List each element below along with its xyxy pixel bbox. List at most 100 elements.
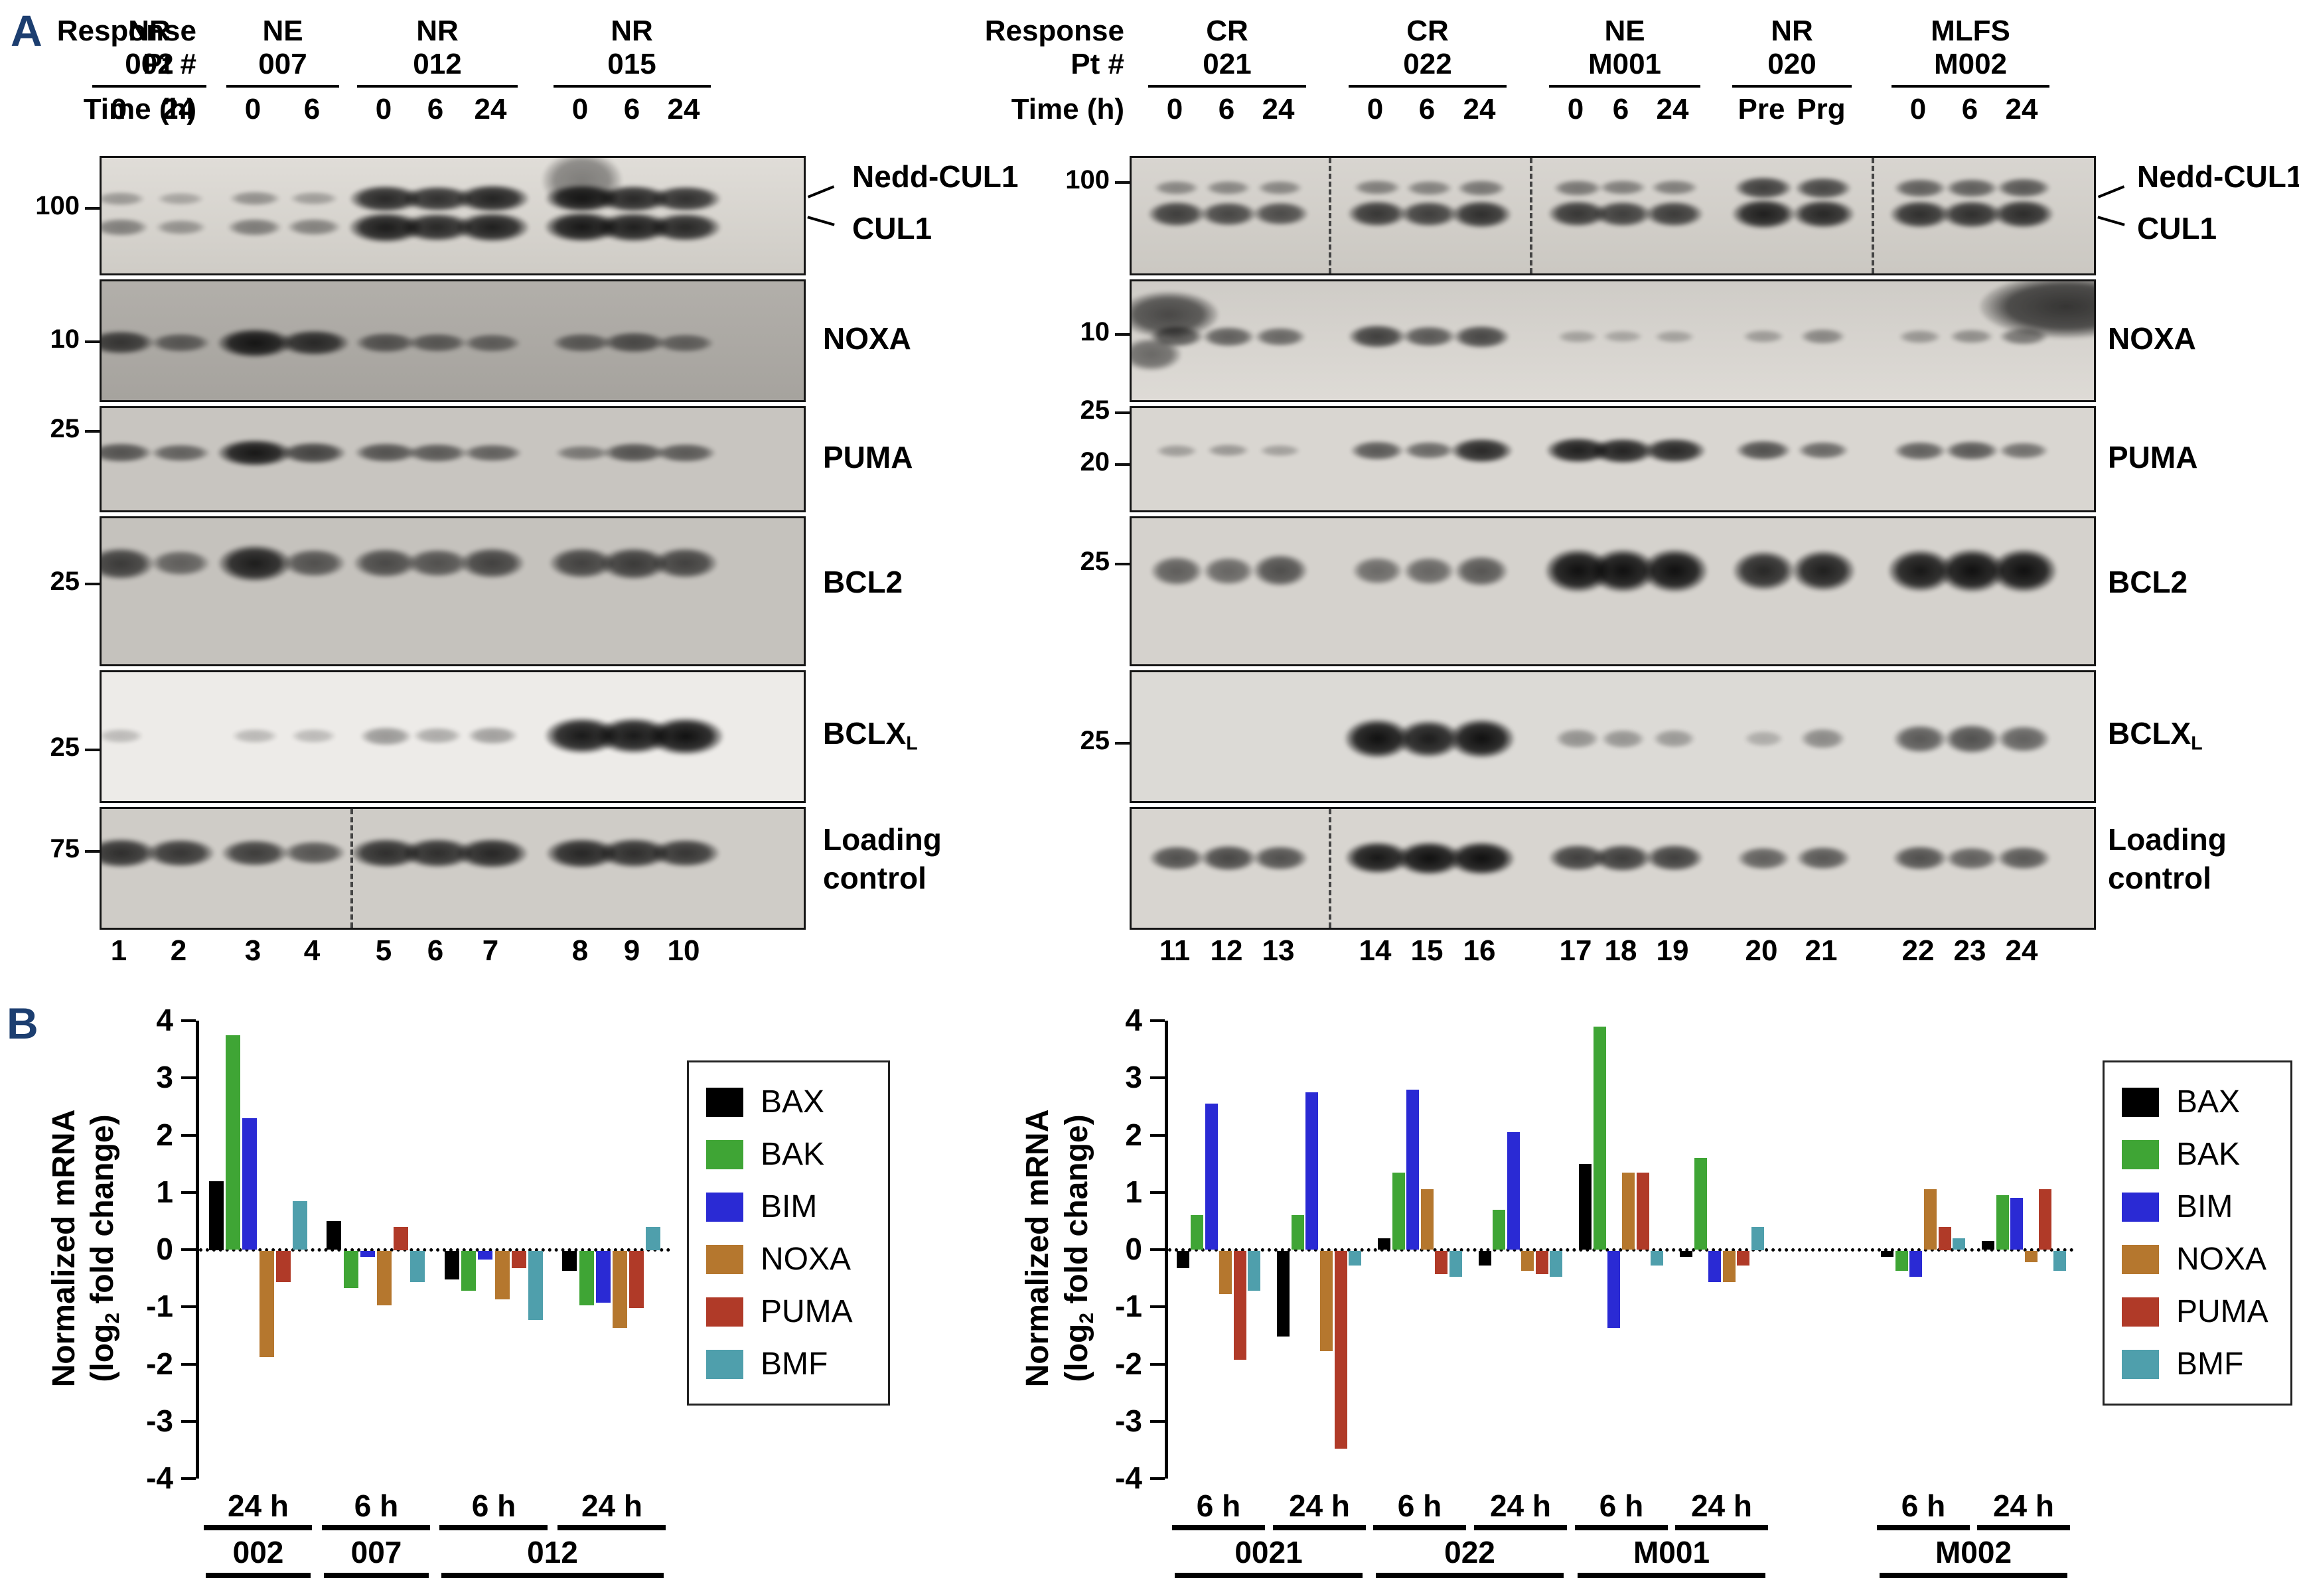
group-underline bbox=[1549, 85, 1700, 88]
bar-bak bbox=[1694, 1158, 1707, 1250]
y-axis-tick-label: 2 bbox=[1125, 1118, 1142, 1152]
response-value: NR bbox=[416, 15, 459, 47]
lane-number: 24 bbox=[2005, 934, 2038, 967]
y-axis-tick-label: 2 bbox=[156, 1118, 173, 1152]
time-value: 0 bbox=[1567, 93, 1584, 125]
bar-bak bbox=[344, 1251, 358, 1288]
group-underline bbox=[1148, 85, 1306, 88]
lane-number: 10 bbox=[667, 934, 700, 967]
mw-tick bbox=[1115, 411, 1130, 414]
time-group-bar bbox=[557, 1525, 666, 1530]
legend-item: BAK bbox=[706, 1136, 871, 1173]
protein-band bbox=[1554, 180, 1601, 196]
cul1-pointer-line bbox=[2097, 216, 2125, 226]
lane-number: 20 bbox=[1745, 934, 1778, 967]
y-axis-tick-label: 3 bbox=[156, 1060, 173, 1094]
patient-label: M001 bbox=[1633, 1535, 1710, 1569]
bclxl-label: BCLXL bbox=[823, 715, 918, 755]
blot-smear bbox=[542, 158, 622, 209]
y-axis-tick-label: 4 bbox=[1125, 1003, 1142, 1037]
protein-band bbox=[1997, 178, 2050, 198]
y-axis-tick-label: -2 bbox=[146, 1346, 173, 1381]
protein-band bbox=[147, 839, 214, 867]
blot-strip-noxa bbox=[1130, 279, 2096, 402]
bar-bmf bbox=[1248, 1251, 1260, 1291]
mw-label: 20 bbox=[1080, 447, 1110, 476]
time-group-label: 24 h bbox=[581, 1488, 643, 1523]
time-value: 0 bbox=[375, 93, 392, 125]
patient-bar bbox=[324, 1573, 429, 1578]
protein-band bbox=[648, 717, 723, 755]
bar-bim bbox=[360, 1251, 375, 1257]
blot-strip-bcl2 bbox=[100, 516, 806, 666]
mw-label: 25 bbox=[50, 567, 80, 596]
y-axis-tick bbox=[1150, 1191, 1165, 1194]
bar-bim bbox=[1607, 1251, 1620, 1328]
bar-bak bbox=[1292, 1215, 1304, 1250]
legend-label: NOXA bbox=[761, 1242, 852, 1277]
bar-bax bbox=[445, 1251, 459, 1279]
protein-band bbox=[1603, 330, 1643, 342]
bar-bak bbox=[579, 1251, 594, 1305]
bar-puma bbox=[1737, 1251, 1749, 1266]
legend-label: PUMA bbox=[2176, 1294, 2268, 1329]
patient-bar bbox=[441, 1573, 664, 1578]
bar-bim bbox=[1406, 1090, 1419, 1250]
protein-band bbox=[1798, 441, 1848, 459]
time-value: 6 bbox=[623, 93, 640, 125]
protein-band bbox=[1991, 549, 2057, 593]
protein-band bbox=[222, 839, 288, 867]
protein-band bbox=[457, 838, 528, 869]
y-axis-tick bbox=[1150, 1363, 1165, 1366]
bar-bmf bbox=[2053, 1251, 2066, 1271]
time-value: Pre bbox=[1738, 93, 1785, 125]
time-value: 24 bbox=[162, 93, 195, 125]
legend-item: BAK bbox=[2122, 1136, 2273, 1173]
legend-label: PUMA bbox=[761, 1294, 853, 1329]
y-axis-tick bbox=[181, 1191, 196, 1194]
y-axis-tick-label: -4 bbox=[1115, 1461, 1142, 1495]
bar-bim bbox=[1205, 1104, 1218, 1250]
pt-value: 022 bbox=[1403, 48, 1452, 80]
bar-bmf bbox=[410, 1251, 425, 1282]
bar-bim bbox=[242, 1118, 257, 1250]
loading-control-label-line2: control bbox=[823, 861, 927, 895]
response-value: NR bbox=[1771, 15, 1813, 47]
protein-band bbox=[468, 727, 518, 745]
bar-bax bbox=[209, 1181, 224, 1250]
time-group-bar bbox=[1877, 1525, 1970, 1530]
protein-band bbox=[1253, 845, 1307, 871]
protein-band bbox=[1893, 845, 1947, 871]
legend-label: BIM bbox=[761, 1189, 818, 1224]
legend-label: BMF bbox=[2176, 1346, 2244, 1382]
bclxl-label-subscript: L bbox=[2191, 733, 2203, 755]
nedd-pointer-line bbox=[807, 185, 835, 198]
bar-bax bbox=[562, 1251, 577, 1271]
blot-strip-puma bbox=[1130, 406, 2096, 512]
protein-band bbox=[1354, 180, 1400, 195]
patient-label: M002 bbox=[1935, 1535, 2012, 1569]
mw-tick bbox=[85, 850, 100, 853]
y-axis-title-right-line1: Normalized mRNA bbox=[1020, 1109, 1055, 1388]
bar-noxa bbox=[1219, 1251, 1232, 1294]
bar-puma bbox=[1435, 1251, 1447, 1274]
bar-bim bbox=[1708, 1251, 1721, 1282]
protein-band bbox=[1351, 441, 1404, 461]
blot-strip-loading bbox=[100, 807, 806, 930]
y-axis-tick bbox=[181, 1019, 196, 1022]
time-group-label: 24 h bbox=[1992, 1488, 2055, 1523]
pt-value: 012 bbox=[413, 48, 462, 80]
mw-label: 25 bbox=[50, 414, 80, 443]
protein-band bbox=[553, 333, 611, 352]
time-value: Prg bbox=[1797, 93, 1846, 125]
protein-band bbox=[1349, 325, 1406, 348]
protein-band bbox=[1735, 177, 1792, 199]
nedd-cul1-label: Nedd-CUL1 bbox=[2137, 159, 2299, 194]
protein-band bbox=[1206, 181, 1250, 195]
protein-band bbox=[603, 443, 665, 463]
blot-strip-cul1 bbox=[100, 156, 806, 275]
protein-band bbox=[1601, 729, 1645, 749]
protein-band bbox=[1736, 440, 1791, 461]
bar-noxa bbox=[1622, 1173, 1635, 1250]
